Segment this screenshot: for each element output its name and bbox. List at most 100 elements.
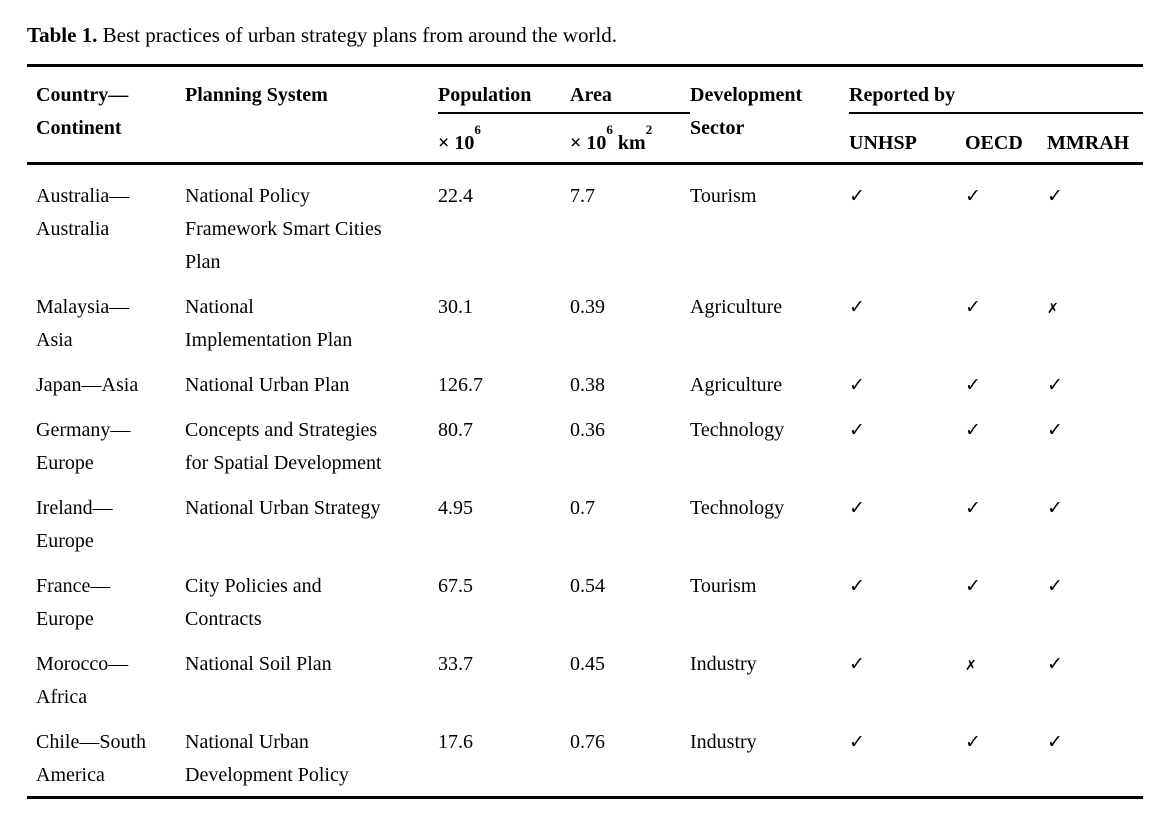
check-icon: ✓	[849, 575, 865, 597]
cell-development-sector: Agriculture	[690, 374, 783, 396]
cell-planning-system: Concepts and Strategies for Spatial Deve…	[185, 419, 382, 474]
check-icon: ✓	[965, 419, 981, 441]
cell-country-continent: Germany— Europe	[36, 419, 131, 474]
check-icon: ✓	[849, 296, 865, 318]
check-icon: ✓	[1047, 419, 1063, 441]
cell-country-continent: Morocco— Africa	[36, 653, 129, 708]
table-header: Country— Continent Planning System Popul…	[27, 65, 1144, 165]
cross-icon: ✗	[965, 658, 977, 674]
table-row: Chile—South America National Urban Devel…	[27, 720, 1143, 798]
cell-reported-oecd: ✓	[965, 564, 1047, 642]
cell-reported-unhsp: ✓	[849, 408, 965, 486]
cell-planning-system: National Implementation Plan	[185, 296, 353, 351]
cell-reported-oecd: ✓	[965, 486, 1047, 564]
cell-population: 67.5	[438, 575, 473, 597]
cell-reported-oecd: ✓	[965, 720, 1047, 798]
header-country-continent: Country— Continent	[27, 65, 185, 165]
cell-reported-unhsp: ✓	[849, 642, 965, 720]
population-unit-sup: 6	[474, 122, 481, 138]
cell-reported-oecd: ✓	[965, 285, 1047, 363]
check-icon: ✓	[849, 497, 865, 519]
cell-development-sector: Industry	[690, 653, 757, 675]
check-icon: ✓	[849, 374, 865, 396]
cell-country-continent: Japan—Asia	[36, 374, 139, 396]
header-row-top: Country— Continent Planning System Popul…	[27, 65, 1144, 165]
header-planning-system: Planning System	[185, 65, 438, 165]
cell-area: 0.76	[570, 731, 605, 753]
cell-reported-mmrah: ✓	[1047, 164, 1143, 286]
area-unit-sup: 6	[606, 122, 613, 138]
population-unit-base: × 10	[438, 132, 475, 154]
cell-development-sector: Technology	[690, 419, 785, 441]
cell-area: 0.38	[570, 374, 605, 396]
cell-reported-unhsp: ✓	[849, 720, 965, 798]
cell-area: 7.7	[570, 185, 595, 207]
cell-reported-mmrah: ✓	[1047, 642, 1143, 720]
header-reported-by: Reported by	[849, 65, 1144, 114]
area-unit-base2: km	[612, 132, 646, 154]
header-mmrah: MMRAH	[1047, 113, 1144, 165]
cell-population: 33.7	[438, 653, 473, 675]
check-icon: ✓	[965, 296, 981, 318]
cell-country-continent: Ireland— Europe	[36, 497, 113, 552]
header-development-sector: Development Sector	[690, 65, 849, 165]
table-body: Australia— Australia National Policy Fra…	[27, 164, 1143, 798]
table-row: Morocco— Africa National Soil Plan 33.7 …	[27, 642, 1143, 720]
check-icon: ✓	[849, 185, 865, 207]
header-population: Population	[438, 65, 570, 114]
cell-area: 0.54	[570, 575, 605, 597]
header-row-sub: × 106 × 106 km2 UNHSP OECD MMRAH	[27, 113, 1144, 165]
check-icon: ✓	[965, 497, 981, 519]
cell-development-sector: Tourism	[690, 185, 757, 207]
cell-development-sector: Technology	[690, 497, 785, 519]
check-icon: ✓	[1047, 575, 1063, 597]
cell-area: 0.45	[570, 653, 605, 675]
header-area-unit: × 106 km2	[570, 113, 690, 165]
check-icon: ✓	[965, 185, 981, 207]
cell-reported-unhsp: ✓	[849, 285, 965, 363]
check-icon: ✓	[1047, 185, 1063, 207]
header-unhsp: UNHSP	[849, 113, 965, 165]
cell-reported-oecd: ✓	[965, 408, 1047, 486]
table-caption-text: Best practices of urban strategy plans f…	[102, 23, 618, 47]
cell-reported-mmrah: ✓	[1047, 720, 1143, 798]
cell-reported-mmrah: ✓	[1047, 564, 1143, 642]
table-row: Australia— Australia National Policy Fra…	[27, 164, 1143, 286]
table-row: Germany— Europe Concepts and Strategies …	[27, 408, 1143, 486]
check-icon: ✓	[849, 653, 865, 675]
table-row: France— Europe City Policies and Contrac…	[27, 564, 1143, 642]
best-practices-table: Country— Continent Planning System Popul…	[27, 64, 1144, 799]
cell-development-sector: Tourism	[690, 575, 757, 597]
cell-reported-unhsp: ✓	[849, 363, 965, 408]
cell-country-continent: France— Europe	[36, 575, 111, 630]
area-unit-sup2: 2	[645, 122, 653, 138]
check-icon: ✓	[849, 731, 865, 753]
area-unit-base: × 10	[570, 132, 607, 154]
check-icon: ✓	[1047, 497, 1063, 519]
cell-population: 80.7	[438, 419, 473, 441]
cell-population: 17.6	[438, 731, 473, 753]
table-caption-label: Table 1.	[27, 23, 98, 47]
cell-development-sector: Agriculture	[690, 296, 783, 318]
check-icon: ✓	[849, 419, 865, 441]
header-area: Area	[570, 65, 690, 114]
table-row: Ireland— Europe National Urban Strategy …	[27, 486, 1143, 564]
cell-country-continent: Australia— Australia	[36, 185, 130, 240]
cell-population: 4.95	[438, 497, 473, 519]
cell-population: 22.4	[438, 185, 473, 207]
cell-reported-unhsp: ✓	[849, 564, 965, 642]
cell-country-continent: Chile—South America	[36, 731, 147, 786]
cell-area: 0.36	[570, 419, 605, 441]
cell-population: 126.7	[438, 374, 483, 396]
table-row: Japan—Asia National Urban Plan 126.7 0.3…	[27, 363, 1143, 408]
cell-development-sector: Industry	[690, 731, 757, 753]
cell-reported-mmrah: ✓	[1047, 486, 1143, 564]
table-row: Malaysia— Asia National Implementation P…	[27, 285, 1143, 363]
cell-planning-system: National Policy Framework Smart Cities P…	[185, 185, 382, 273]
cell-planning-system: National Urban Development Policy	[185, 731, 349, 786]
check-icon: ✓	[965, 575, 981, 597]
cell-country-continent: Malaysia— Asia	[36, 296, 130, 351]
cell-reported-oecd: ✗	[965, 642, 1047, 720]
cell-reported-mmrah: ✓	[1047, 363, 1143, 408]
cell-planning-system: City Policies and Contracts	[185, 575, 322, 630]
